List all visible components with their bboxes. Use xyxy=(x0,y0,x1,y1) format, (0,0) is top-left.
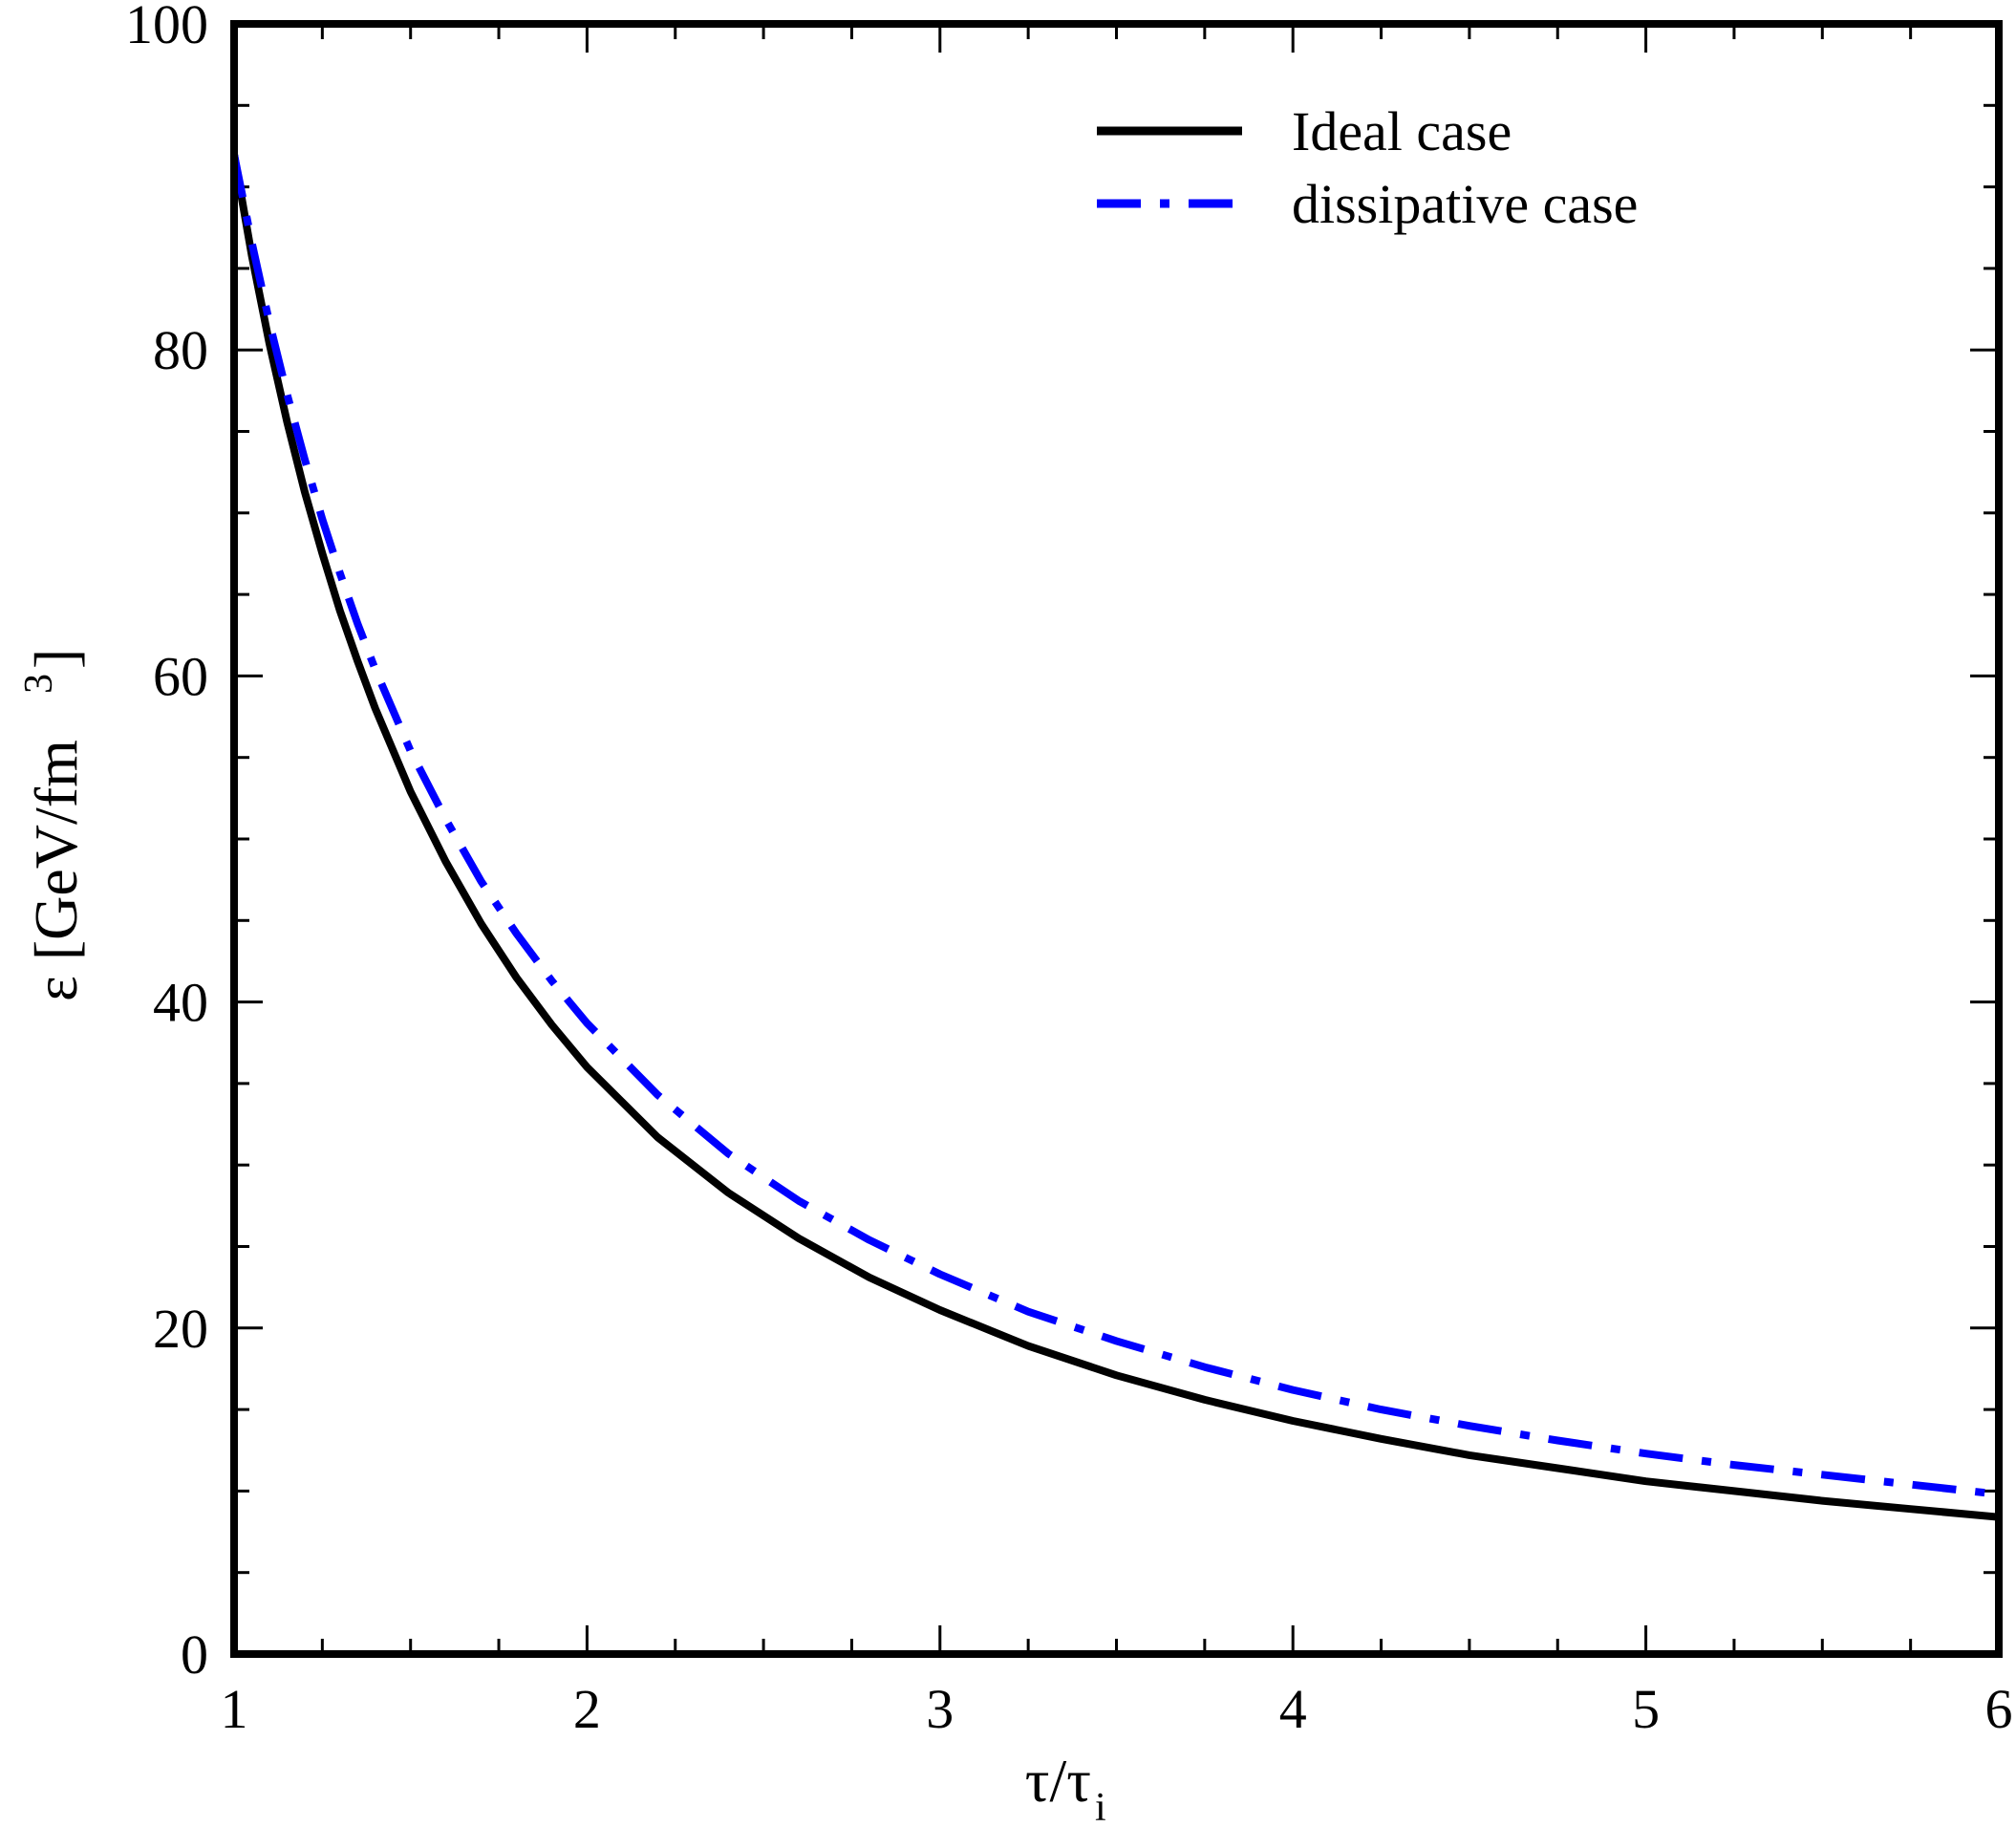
y-axis-title-superscript: 3 xyxy=(17,674,61,694)
x-axis-title-subscript: i xyxy=(1095,1786,1106,1827)
y-tick-label: 60 xyxy=(153,645,208,707)
legend-label-dissipative: dissipative case xyxy=(1292,173,1638,235)
y-tick-label: 40 xyxy=(153,972,208,1034)
x-tick-label: 6 xyxy=(1985,1678,2013,1740)
y-tick-label: 100 xyxy=(125,0,208,55)
series-layer xyxy=(230,153,2000,1521)
y-tick-label: 20 xyxy=(153,1298,208,1360)
series-line-dissipative xyxy=(230,153,2000,1498)
y-axis-title: ε [GeV/fm xyxy=(22,740,90,1001)
y-axis-title-close: ] xyxy=(22,649,90,669)
ticks-layer xyxy=(232,22,2001,1656)
x-tick-label: 2 xyxy=(573,1678,601,1740)
series-line-ideal xyxy=(230,153,2000,1521)
legend: Ideal case dissipative case xyxy=(1097,100,1638,235)
x-tick-label: 5 xyxy=(1632,1678,1660,1740)
x-tick-label: 1 xyxy=(221,1678,248,1740)
legend-label-ideal: Ideal case xyxy=(1292,100,1512,162)
plot-frame xyxy=(230,20,2003,1658)
x-tick-label: 3 xyxy=(926,1678,954,1740)
x-tick-label: 4 xyxy=(1279,1678,1307,1740)
y-tick-label: 80 xyxy=(153,319,208,381)
y-tick-label: 0 xyxy=(181,1623,208,1686)
x-axis-title: τ/τ xyxy=(1025,1747,1091,1815)
